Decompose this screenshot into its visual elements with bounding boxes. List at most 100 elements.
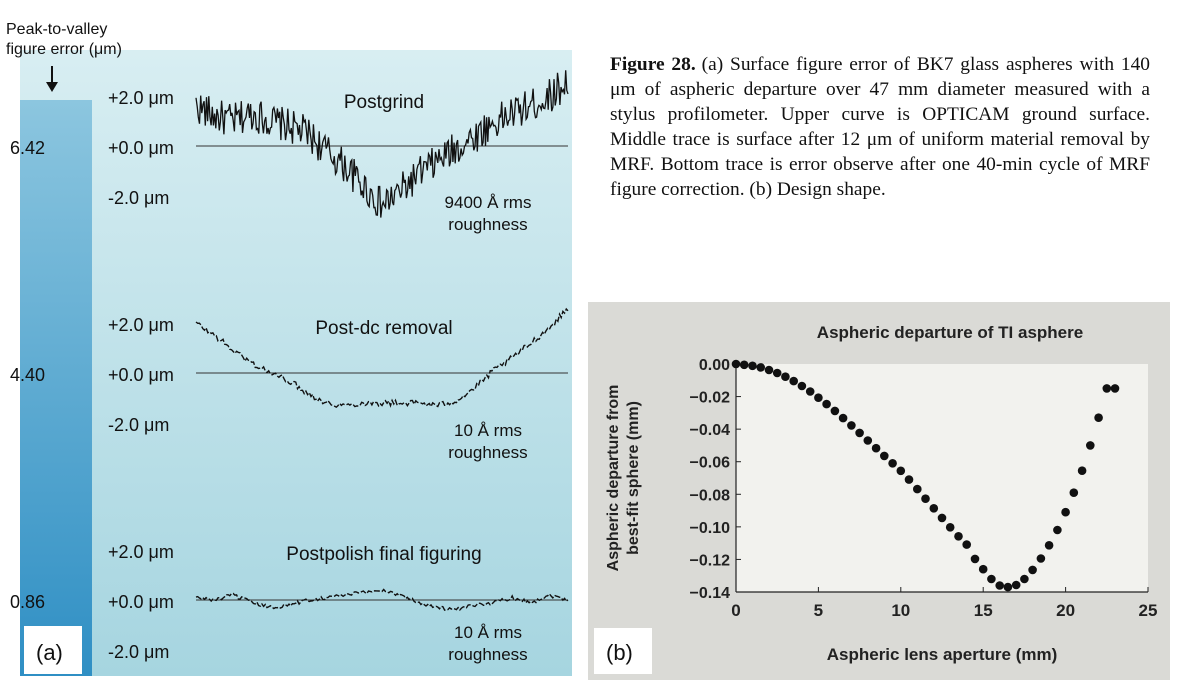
data-point: [838, 413, 848, 423]
data-point: [921, 494, 930, 503]
data-point: [1036, 554, 1046, 563]
data-point: [880, 451, 889, 461]
data-point: [937, 513, 947, 523]
data-point: [995, 581, 1004, 590]
tick-label: +0.0 μm: [108, 365, 174, 385]
roughness-label: roughness: [448, 645, 527, 664]
data-point: [748, 361, 757, 371]
x-tick-label: 10: [891, 601, 910, 620]
data-point: [863, 436, 873, 445]
trace-line-1: [195, 70, 569, 218]
panel-b-plot-area: [736, 364, 1148, 592]
y-tick-label: −0.10: [690, 520, 731, 537]
tick-label: +2.0 μm: [108, 542, 174, 562]
data-point: [871, 443, 881, 453]
data-point: [1094, 413, 1103, 422]
pv-value-2: 4.40: [10, 365, 45, 385]
data-point: [970, 554, 980, 564]
data-point: [1028, 565, 1037, 575]
data-point: [830, 406, 840, 416]
data-point: [954, 532, 963, 541]
tick-label: +2.0 μm: [108, 315, 174, 335]
roughness-label: roughness: [448, 215, 527, 234]
figure-number: Figure 28.: [610, 54, 696, 75]
panel-a-label-box: [24, 626, 82, 674]
data-point: [1077, 466, 1087, 475]
x-tick-label: 5: [814, 601, 823, 620]
y-tick-label: −0.14: [690, 585, 731, 602]
tick-label: +0.0 μm: [108, 592, 174, 612]
trace-line-3: [195, 588, 569, 612]
trace-group-3: 0.86 +2.0 μm +0.0 μm -2.0 μm Postpolish fina…: [10, 542, 569, 664]
data-point: [822, 399, 831, 409]
y-tick-label: −0.02: [690, 390, 731, 407]
trace-title-1: Postgrind: [344, 92, 424, 113]
scatter-points: [731, 359, 1120, 592]
data-point: [1061, 507, 1070, 517]
x-tick-label: 25: [1139, 601, 1158, 620]
trace-title-3: Postpolish final figuring: [286, 544, 481, 565]
data-point: [772, 368, 782, 378]
data-point: [1053, 525, 1062, 535]
trace-group-2: 4.40 +2.0 μm +0.0 μm -2.0 μm Post-dc removal…: [10, 307, 569, 462]
data-point: [789, 376, 798, 386]
panel-b-ylabel: Aspheric departure from best-fit sphere (…: [605, 385, 642, 572]
data-point: [945, 523, 955, 532]
panel-b-xlabel: Aspheric lens aperture (mm): [827, 645, 1058, 664]
data-point: [896, 466, 906, 476]
data-point: [805, 387, 815, 396]
data-point: [904, 475, 914, 484]
data-point: [1069, 488, 1079, 497]
panel-a-background: [20, 50, 572, 676]
roughness-label: 10 Å rms: [454, 623, 522, 642]
panel-b-label-box: [594, 628, 652, 674]
data-point: [764, 365, 774, 375]
roughness-label: 9400 Å rms: [445, 193, 532, 212]
data-point: [731, 359, 741, 369]
tick-label: -2.0 μm: [108, 188, 169, 208]
data-point: [855, 428, 864, 438]
data-point: [739, 360, 749, 370]
roughness-label: roughness: [448, 443, 527, 462]
tick-label: +0.0 μm: [108, 138, 174, 158]
y-tick-label: −0.04: [690, 422, 731, 439]
panel-b-asphere-plot: Aspheric departure of TI asphere Aspheri…: [588, 302, 1170, 680]
pv-value-3: 0.86: [10, 592, 45, 612]
panel-b-title: Aspheric departure of TI asphere: [817, 323, 1083, 342]
pv-value-1: 6.42: [10, 138, 45, 158]
data-point: [847, 421, 856, 430]
y-tick-label: 0.00: [699, 357, 730, 374]
x-tick-label: 15: [974, 601, 993, 620]
figure-caption: Figure 28. (a) Surface figure error of BK…: [610, 52, 1150, 202]
data-point: [1086, 441, 1095, 450]
tick-label: +2.0 μm: [108, 88, 174, 108]
data-point: [1110, 384, 1120, 393]
data-point: [888, 459, 897, 468]
data-point: [756, 363, 765, 372]
x-tick-label: 20: [1056, 601, 1075, 620]
data-point: [814, 393, 823, 402]
y-tick-label: −0.08: [690, 487, 731, 504]
data-point: [1020, 574, 1029, 584]
data-point: [978, 564, 988, 574]
data-point: [962, 540, 971, 549]
data-point: [1011, 580, 1021, 590]
data-point: [1102, 384, 1112, 393]
y-tick-label: −0.12: [690, 552, 731, 569]
trace-line-2: [195, 307, 569, 409]
caption-text: (a) Surface figure error of BK7 glass as…: [610, 54, 1150, 200]
data-point: [781, 372, 790, 381]
panel-a-label: (a): [36, 640, 63, 665]
trace-group-1: 6.42 +2.0 μm +0.0 μm -2.0 μm Postgrind 9400 Å…: [10, 70, 569, 234]
panel-a-surface-traces: Peak-to-valley figure error (μm) 6.42 +2.0…: [6, 21, 572, 676]
tick-label: -2.0 μm: [108, 415, 169, 435]
trace-title-2: Post-dc removal: [315, 318, 452, 339]
roughness-label: 10 Å rms: [454, 421, 522, 440]
data-point: [913, 484, 922, 494]
pv-header: Peak-to-valley figure error (μm): [6, 21, 122, 58]
data-point: [987, 574, 996, 584]
y-tick-label: −0.06: [690, 455, 731, 472]
data-point: [1044, 541, 1054, 550]
tick-label: -2.0 μm: [108, 642, 169, 662]
panel-b-label: (b): [606, 640, 633, 665]
